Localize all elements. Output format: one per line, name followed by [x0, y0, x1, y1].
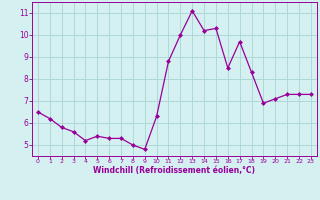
- X-axis label: Windchill (Refroidissement éolien,°C): Windchill (Refroidissement éolien,°C): [93, 166, 255, 175]
